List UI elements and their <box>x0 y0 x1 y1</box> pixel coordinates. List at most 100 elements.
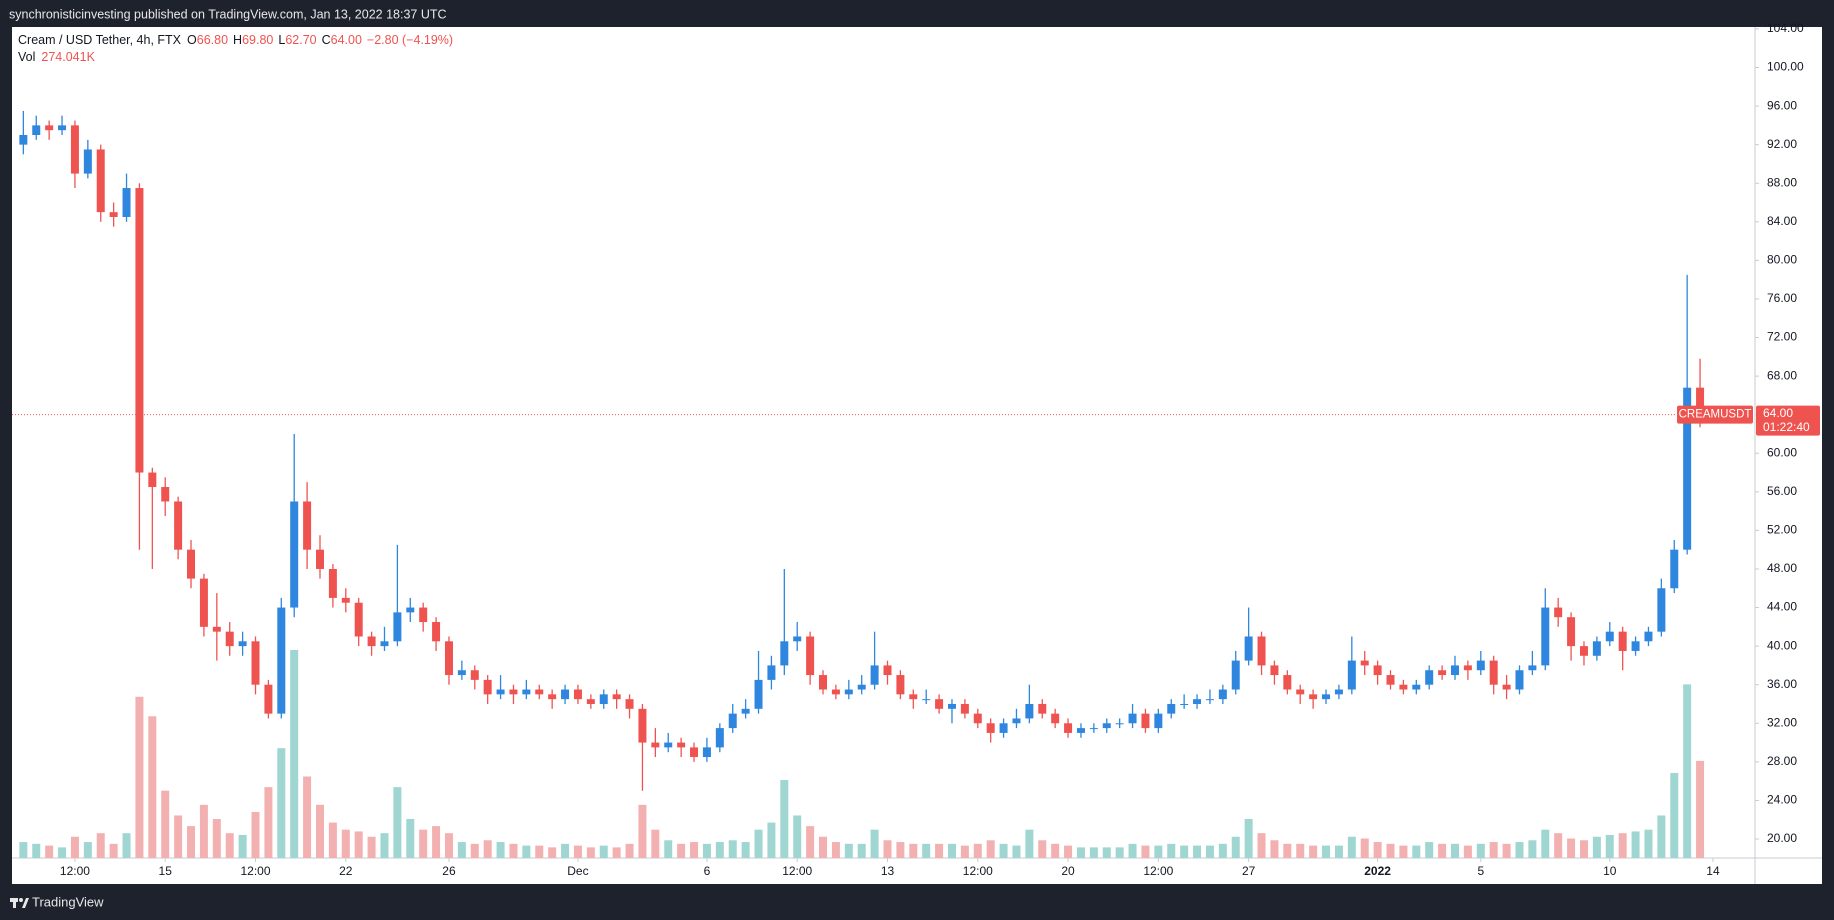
candle-body <box>561 689 570 700</box>
volume-bar <box>1528 840 1537 858</box>
y-tick-label: 80.00 <box>1767 253 1797 267</box>
volume-bar <box>212 819 221 858</box>
volume-bar <box>1309 845 1318 858</box>
legend-key: L <box>278 33 285 47</box>
y-tick-label: 68.00 <box>1767 368 1797 382</box>
volume-bar <box>32 843 41 858</box>
symbol-tag-bg <box>1677 405 1753 424</box>
volume-bar <box>1541 829 1550 858</box>
candle-body <box>922 699 931 701</box>
volume-bar <box>573 845 582 858</box>
x-tick-label: 2022 <box>1364 864 1391 878</box>
candle-body <box>212 626 221 632</box>
volume-bar <box>677 843 686 858</box>
volume-bar <box>1347 836 1356 858</box>
volume-bar <box>625 843 634 858</box>
candle-body <box>187 549 196 579</box>
x-tick-label: 5 <box>1477 864 1484 878</box>
volume-bar <box>548 847 557 858</box>
legend-symbol: Cream / USD Tether, 4h, FTX <box>18 33 182 47</box>
y-tick-label: 24.00 <box>1767 793 1797 807</box>
volume-bar <box>354 831 363 858</box>
x-tick-label: Dec <box>567 864 588 878</box>
volume-bar <box>1489 842 1498 858</box>
y-tick-label: 100.00 <box>1767 60 1804 74</box>
volume-bar <box>1502 843 1511 858</box>
x-tick-label: 15 <box>159 864 173 878</box>
candle-body <box>1038 703 1047 714</box>
candle-body <box>45 125 54 131</box>
candle-body <box>1618 631 1627 651</box>
candle-body <box>264 684 273 714</box>
y-tick-label: 36.00 <box>1767 677 1797 691</box>
candle-body <box>1051 713 1060 724</box>
volume-bar <box>1218 843 1227 858</box>
candle-body <box>1231 660 1240 690</box>
candle-body <box>70 125 79 174</box>
y-tick-label: 40.00 <box>1767 638 1797 652</box>
legend-key: H <box>233 33 242 47</box>
candle-body <box>1205 699 1214 701</box>
volume-bar <box>1412 845 1421 858</box>
candle-body <box>844 689 853 695</box>
volume-bar <box>1579 840 1588 858</box>
volume-bar <box>470 843 479 858</box>
candle-body <box>496 689 505 695</box>
volume-bar <box>728 840 737 858</box>
x-tick-label: 26 <box>442 864 456 878</box>
candle-body <box>1438 670 1447 676</box>
volume-bar <box>457 842 466 858</box>
volume-bar <box>1399 845 1408 858</box>
volume-bar <box>1670 772 1679 858</box>
volume-bar <box>986 840 995 858</box>
candle-body <box>793 636 802 642</box>
candle-body <box>999 723 1008 733</box>
candle-body <box>1373 665 1382 676</box>
candle-body <box>935 699 944 709</box>
candle-body <box>702 747 711 758</box>
candle-body <box>1154 713 1163 729</box>
candle-body <box>1476 660 1485 671</box>
candle-body <box>83 149 92 174</box>
volume-bar <box>844 843 853 858</box>
volume-bar <box>1205 845 1214 858</box>
volume-bar <box>303 776 312 858</box>
candle-body <box>1489 660 1498 685</box>
volume-bar <box>1257 833 1266 858</box>
volume-bar <box>947 843 956 858</box>
legend-change: −2.80 (−4.19%) <box>367 33 453 47</box>
legend-value: 66.80 <box>197 33 228 47</box>
candle-body <box>1644 631 1653 642</box>
candle-body <box>1334 689 1343 695</box>
volume-bar <box>819 836 828 858</box>
x-tick-label: 12:00 <box>240 864 270 878</box>
volume-bar <box>174 815 183 858</box>
y-tick-label: 52.00 <box>1767 523 1797 537</box>
volume-bar <box>1115 847 1124 858</box>
x-tick-label: 20 <box>1061 864 1075 878</box>
candle-body <box>1064 723 1073 733</box>
x-tick-label: 6 <box>704 864 711 878</box>
volume-bar <box>444 833 453 858</box>
candle-body <box>638 708 647 743</box>
volume-legend-value: 274.041K <box>41 50 95 64</box>
candle-body <box>225 631 234 647</box>
volume-bar <box>341 829 350 858</box>
candle-body <box>883 665 892 676</box>
candle-body <box>483 679 492 695</box>
candle-body <box>406 607 415 613</box>
volume-bar <box>638 804 647 858</box>
candle-body <box>419 607 428 623</box>
volume-bar <box>754 829 763 858</box>
legend-key: C <box>322 33 331 47</box>
volume-bar <box>1270 840 1279 858</box>
candle-body <box>1696 387 1705 415</box>
candle-body <box>1463 665 1472 671</box>
volume-bar <box>690 842 699 858</box>
y-tick-label: 76.00 <box>1767 291 1797 305</box>
candle-body <box>767 665 776 680</box>
candle-body <box>1515 670 1524 690</box>
candle-body <box>973 713 982 724</box>
candle-body <box>1167 703 1176 714</box>
volume-bar <box>1231 836 1240 858</box>
